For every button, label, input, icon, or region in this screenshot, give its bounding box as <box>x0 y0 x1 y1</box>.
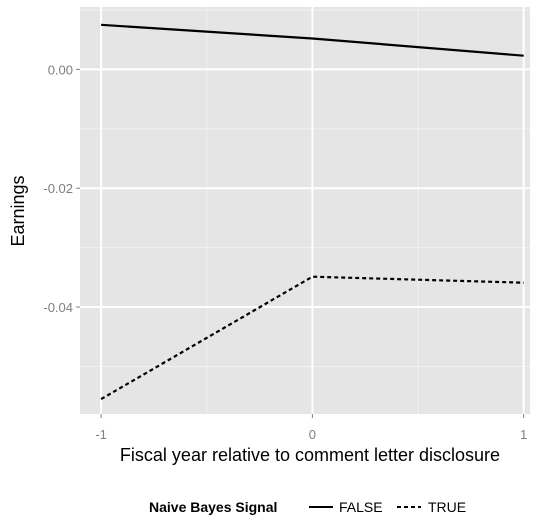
legend: Naive Bayes Signal FALSE TRUE <box>149 499 466 515</box>
y-tick-label: -0.04 <box>43 300 73 315</box>
axis-ticks: -1 0 1 0.00 -0.02 -0.04 <box>43 62 527 442</box>
x-tick-label: 0 <box>309 427 316 442</box>
y-tick-label: -0.02 <box>43 181 73 196</box>
grid-lines <box>80 7 530 414</box>
series-line-false <box>101 23 524 57</box>
y-axis-title: Earnings <box>8 175 28 246</box>
series-line-true <box>100 275 524 401</box>
x-tick-label: -1 <box>95 427 107 442</box>
legend-label-true: TRUE <box>428 499 466 515</box>
x-axis-title: Fiscal year relative to comment letter d… <box>120 445 500 465</box>
plot-panel <box>80 7 530 414</box>
legend-label-false: FALSE <box>339 499 383 515</box>
data-series <box>100 23 524 401</box>
y-tick-label: 0.00 <box>48 62 73 77</box>
legend-title: Naive Bayes Signal <box>149 499 277 515</box>
x-tick-label: 1 <box>520 427 527 442</box>
